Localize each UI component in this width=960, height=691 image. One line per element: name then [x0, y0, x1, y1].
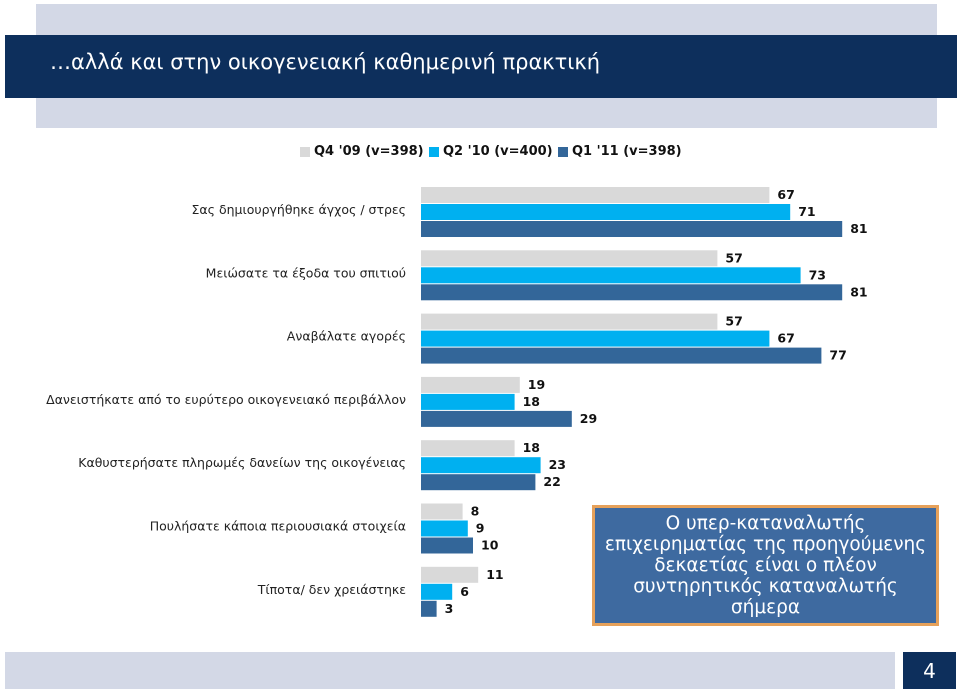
data-label: 11: [486, 567, 503, 582]
data-label: 77: [829, 348, 846, 363]
slide-title: …αλλά και στην οικογενειακή καθημερινή π…: [50, 50, 601, 74]
page-number: 4: [903, 652, 956, 689]
data-label: 6: [460, 584, 469, 599]
data-label: 81: [850, 221, 867, 236]
bar: [421, 503, 463, 520]
category-label: Αναβάλατε αγορές: [287, 329, 406, 344]
bar: [421, 457, 541, 474]
bar: [421, 583, 453, 600]
legend-entry-q2-10: Q2 '10 (v=400): [429, 144, 553, 159]
legend-label: Q2 '10 (v=400): [443, 144, 553, 159]
data-label: 29: [580, 411, 597, 426]
legend-label: Q1 '11 (v=398): [572, 144, 682, 159]
bar: [421, 347, 822, 364]
data-label: 23: [549, 457, 566, 472]
data-label: 71: [798, 204, 815, 219]
category-label: Σας δημιουργήθηκε άγχος / στρες: [192, 202, 406, 217]
data-label: 10: [481, 538, 499, 553]
data-label: 57: [725, 314, 742, 329]
title-bar: [5, 35, 957, 98]
bar: [421, 440, 515, 457]
bar: [421, 474, 536, 491]
bar: [421, 537, 473, 554]
data-label: 67: [777, 187, 794, 202]
bar: [421, 520, 468, 537]
bar: [421, 187, 770, 203]
bar: [421, 267, 801, 284]
bar: [421, 250, 718, 267]
data-label: 19: [528, 377, 545, 392]
category-label: Καθυστερήσατε πληρωμές δανείων της οικογ…: [78, 455, 406, 470]
data-label: 8: [471, 504, 480, 519]
category-label: Πουλήσατε κάποια περιουσιακά στοιχεία: [150, 519, 406, 534]
legend-swatch: [558, 146, 568, 157]
bar: [421, 284, 843, 301]
legend-swatch: [300, 146, 310, 157]
data-label: 73: [809, 267, 826, 282]
bar-chart: Σας δημιουργήθηκε άγχος / στρες 67 71 81 Μει…: [46, 187, 868, 617]
data-label: 18: [523, 440, 540, 455]
data-label: 57: [725, 250, 742, 265]
category-label: Δανειστήκατε από το ευρύτερο οικογενειακ…: [46, 392, 406, 407]
data-label: 9: [476, 521, 485, 536]
category-label: Μειώσατε τα έξοδα του σπιτιού: [206, 265, 406, 280]
data-label: 22: [543, 474, 560, 489]
legend-entry-q4-09: Q4 '09 (v=398): [300, 144, 424, 159]
bar: [421, 376, 520, 393]
bar: [421, 566, 479, 583]
bar: [421, 330, 770, 347]
data-label: 81: [850, 284, 867, 299]
bottom-band: [5, 652, 895, 689]
data-label: 67: [777, 331, 794, 346]
bar: [421, 393, 515, 410]
data-label: 3: [445, 601, 454, 616]
callout-box: Ο υπερ-καταναλωτής επιχειρηματίας της πρ…: [592, 505, 939, 626]
bar: [421, 313, 718, 330]
bar: [421, 221, 843, 237]
legend-label: Q4 '09 (v=398): [314, 144, 424, 159]
legend-swatch: [429, 146, 439, 157]
category-label: Τίποτα/ δεν χρειάστηκε: [257, 582, 406, 597]
data-label: 18: [523, 394, 540, 409]
legend-entry-q1-11: Q1 '11 (v=398): [558, 144, 682, 159]
bar: [421, 600, 437, 617]
bar: [421, 410, 572, 427]
bar: [421, 204, 791, 220]
